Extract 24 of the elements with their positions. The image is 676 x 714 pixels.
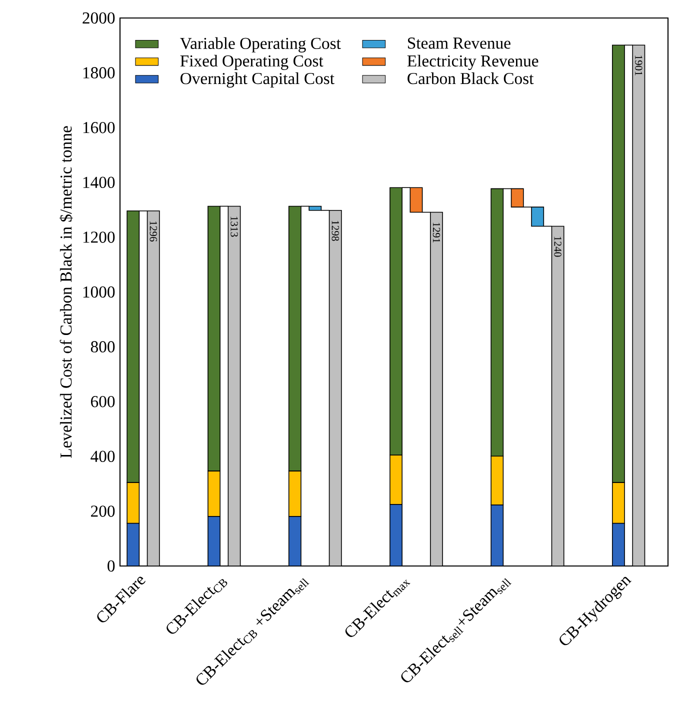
y-tick-label: 1400 (83, 176, 115, 188)
y-tick-label: 2000 (82, 12, 115, 24)
data-label: 1296 (150, 221, 157, 242)
y-tick-label: 1800 (83, 67, 115, 78)
y-tick-label: 1000 (83, 286, 115, 298)
legend-label: Carbon Black Cost (408, 72, 534, 84)
y-tick-label: 600 (91, 396, 115, 408)
legend-label: Variable Operating Cost (180, 37, 341, 52)
legend-label: Fixed Operating Cost (180, 54, 324, 70)
y-tick-label: 1200 (83, 232, 115, 243)
data-label: 1291 (432, 222, 440, 243)
legend-label: Electricity Revenue (407, 54, 538, 70)
y-tick-label: 0 (108, 560, 115, 572)
y-tick-label: 1600 (83, 122, 115, 134)
y-tick-label: 800 (90, 341, 115, 352)
y-tick-label: 400 (90, 450, 115, 462)
data-label: 1901 (635, 56, 642, 76)
data-label: 1313 (230, 216, 238, 237)
y-tick-label: 200 (91, 506, 115, 517)
legend-label: Overnight Capital Cost (180, 72, 334, 88)
y-axis-title: Levelized Cost of Carbon Black in $/metric tonne (59, 126, 73, 458)
data-label: 1240 (554, 236, 562, 257)
legend-label: Steam Revenue (408, 38, 510, 49)
data-label: 1298 (332, 220, 339, 241)
